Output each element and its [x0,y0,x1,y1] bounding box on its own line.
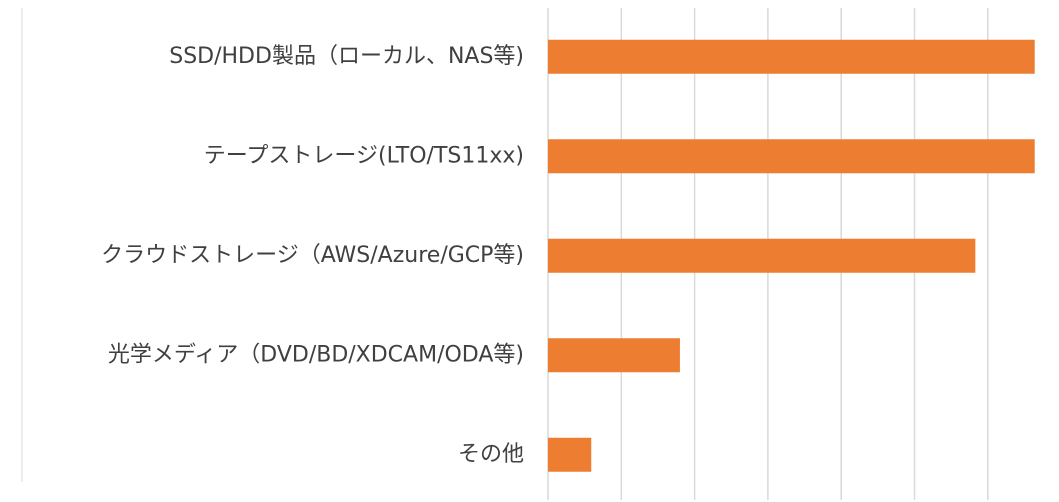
y-tick-label: 光学メディア（DVD/BD/XDCAM/ODA等) [108,342,524,367]
bar [548,437,592,472]
y-tick-label: SSD/HDD製品（ローカル、NAS等) [169,44,524,69]
bar [548,39,1035,74]
bar [548,338,680,373]
bar [548,139,1035,174]
bar [548,238,976,273]
y-tick-label: その他 [458,442,524,467]
y-tick-label: クラウドストレージ（AWS/Azure/GCP等) [101,243,524,268]
y-tick-label: テープストレージ(LTO/TS11xx) [204,143,524,168]
